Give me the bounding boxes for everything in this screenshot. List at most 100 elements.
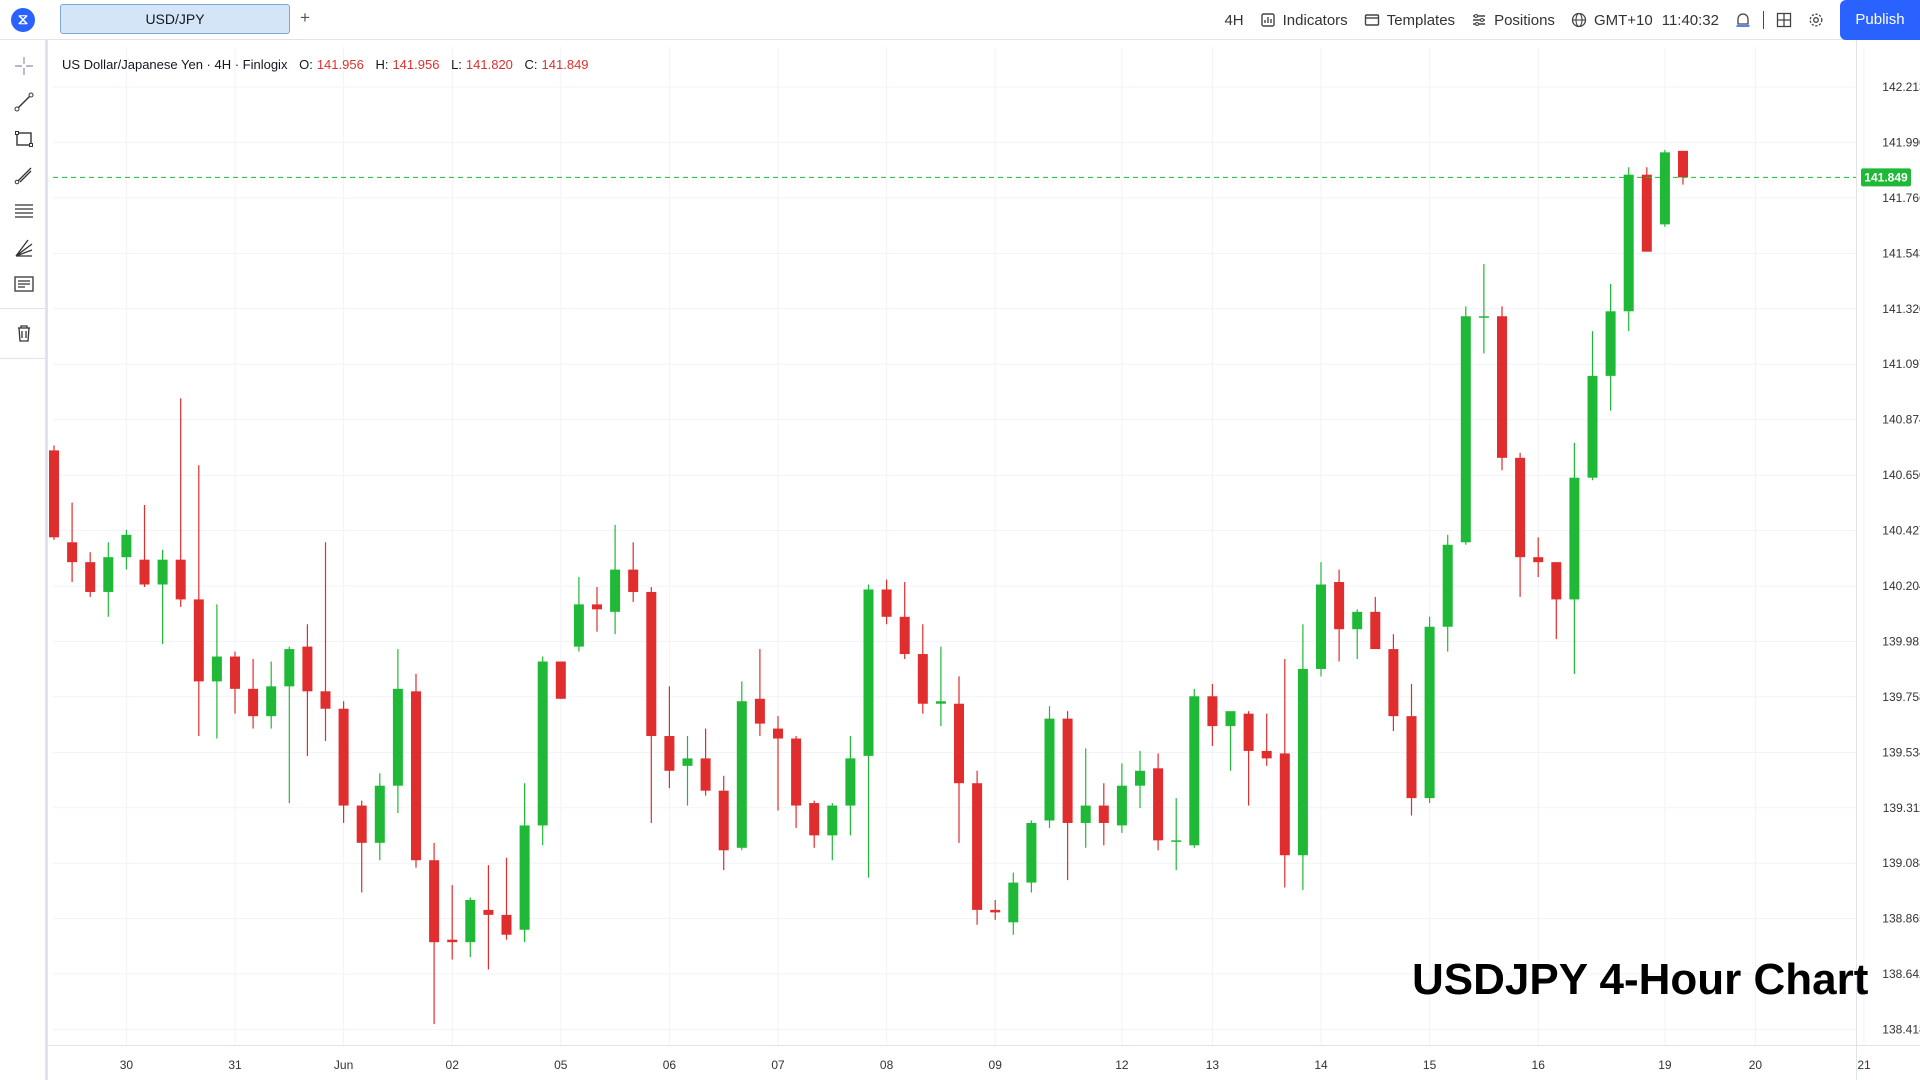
candle-body xyxy=(646,591,657,737)
candle-body xyxy=(1352,611,1363,630)
candle-body xyxy=(356,805,367,843)
alert-button[interactable] xyxy=(1735,12,1751,28)
alarm-icon xyxy=(1735,12,1751,28)
chart-watermark: USDJPY 4-Hour Chart xyxy=(1412,955,1869,1004)
y-tick-label: 141.543 xyxy=(1882,246,1920,260)
candle-body xyxy=(1515,457,1526,558)
legend-open-value: 141.956 xyxy=(316,57,364,72)
x-tick-label: 19 xyxy=(1658,1058,1672,1072)
x-tick-label: 08 xyxy=(880,1058,894,1072)
candle-body xyxy=(954,703,964,784)
trend-line-icon[interactable] xyxy=(12,90,36,114)
y-tick-label: 141.990 xyxy=(1882,135,1920,149)
candle-body xyxy=(139,559,150,585)
timezone-button[interactable]: GMT+10 11:40:32 xyxy=(1571,12,1719,29)
x-tick-label: 09 xyxy=(989,1058,1003,1072)
fib-levels-icon[interactable] xyxy=(12,199,36,223)
brush-icon[interactable] xyxy=(12,163,36,187)
candle-body xyxy=(1424,626,1435,799)
y-tick-label: 140.650 xyxy=(1882,468,1920,482)
x-tick-label: 14 xyxy=(1314,1058,1328,1072)
candle-body xyxy=(501,914,512,935)
y-tick-label: 139.311 xyxy=(1883,801,1920,815)
toolbar-separator xyxy=(0,358,45,359)
clock-label: 11:40:32 xyxy=(1661,11,1719,29)
interval-button[interactable]: 4H xyxy=(1224,11,1244,29)
candle-body xyxy=(1460,316,1471,543)
y-tick-label: 139.088 xyxy=(1882,856,1920,870)
toolbar-separator xyxy=(0,308,45,309)
candle-body xyxy=(1678,150,1688,178)
add-tab-button[interactable]: + xyxy=(300,8,310,27)
candle-body xyxy=(990,909,1001,913)
legend-close-label: C: xyxy=(524,57,538,72)
x-tick-label: 15 xyxy=(1423,1058,1437,1072)
candle-body xyxy=(1605,311,1616,376)
y-tick-label: 141.766 xyxy=(1882,191,1920,205)
legend-open-label: O: xyxy=(299,57,313,72)
candle-body xyxy=(1388,649,1399,717)
candle-body xyxy=(248,688,259,717)
y-tick-label: 139.981 xyxy=(1882,634,1920,648)
candle-body xyxy=(302,646,313,692)
candle-body xyxy=(465,899,476,943)
candle-body xyxy=(1478,316,1489,318)
candle-body xyxy=(935,701,946,704)
candle-body xyxy=(1243,713,1254,751)
logo-icon[interactable]: ⧖ xyxy=(11,8,35,32)
rectangle-icon[interactable] xyxy=(12,127,36,151)
pitchfork-icon[interactable] xyxy=(12,236,36,260)
candle-body xyxy=(338,708,349,806)
x-tick-label: 12 xyxy=(1115,1058,1129,1072)
symbol-tab[interactable]: USD/JPY xyxy=(60,4,290,34)
crosshair-icon[interactable] xyxy=(12,54,36,78)
y-tick-label: 140.204 xyxy=(1882,579,1920,593)
candle-body xyxy=(392,688,403,786)
drawing-toolbar xyxy=(0,40,48,1080)
candle-body xyxy=(1098,805,1109,823)
publish-button[interactable]: Publish xyxy=(1840,0,1920,40)
text-note-icon[interactable] xyxy=(12,272,36,296)
positions-button[interactable]: Positions xyxy=(1471,12,1555,29)
trash-icon[interactable] xyxy=(12,321,36,345)
candle-body xyxy=(664,736,675,771)
x-tick-label: 07 xyxy=(771,1058,785,1072)
candle-body xyxy=(1406,716,1417,799)
candle-body xyxy=(1135,770,1145,786)
candle-body xyxy=(754,698,765,724)
indicators-button[interactable]: Indicators xyxy=(1260,12,1348,29)
templates-icon xyxy=(1364,12,1380,28)
y-tick-label: 140.874 xyxy=(1882,413,1920,427)
x-tick-label: Jun xyxy=(334,1058,353,1072)
x-tick-label: 30 xyxy=(120,1058,134,1072)
indicators-icon xyxy=(1260,12,1276,28)
gear-icon xyxy=(1808,12,1824,28)
candle-body xyxy=(537,661,548,826)
candle-body xyxy=(1153,768,1164,841)
candle-body xyxy=(320,691,331,709)
templates-button[interactable]: Templates xyxy=(1364,12,1455,29)
candle-body xyxy=(175,559,186,600)
layout-button[interactable] xyxy=(1776,12,1792,28)
legend-low-value: 141.820 xyxy=(465,57,513,72)
chart-legend: US Dollar/Japanese Yen · 4H · Finlogix O… xyxy=(62,57,589,72)
x-tick-label: 06 xyxy=(663,1058,677,1072)
x-tick-label: 31 xyxy=(228,1058,242,1072)
candle-body xyxy=(1587,375,1598,478)
candle-body xyxy=(519,825,530,930)
candle-body xyxy=(1116,785,1127,826)
candle-body xyxy=(193,599,204,682)
layout-grid-icon xyxy=(1776,12,1792,28)
globe-icon xyxy=(1571,12,1587,28)
settings-button[interactable] xyxy=(1808,12,1824,28)
candle-body xyxy=(1189,696,1200,846)
candle-body xyxy=(1316,584,1326,669)
positions-icon xyxy=(1471,12,1487,28)
candle-body xyxy=(1279,753,1290,856)
last-price-badge xyxy=(1861,168,1911,187)
candle-body xyxy=(592,604,602,610)
candle-body xyxy=(67,542,78,563)
price-chart[interactable]: 142.213 141.990 141.766 141.543 141.320 141.0… xyxy=(48,40,1920,1080)
y-tick-label: 138.642 xyxy=(1882,967,1920,981)
candle-body xyxy=(845,758,856,806)
